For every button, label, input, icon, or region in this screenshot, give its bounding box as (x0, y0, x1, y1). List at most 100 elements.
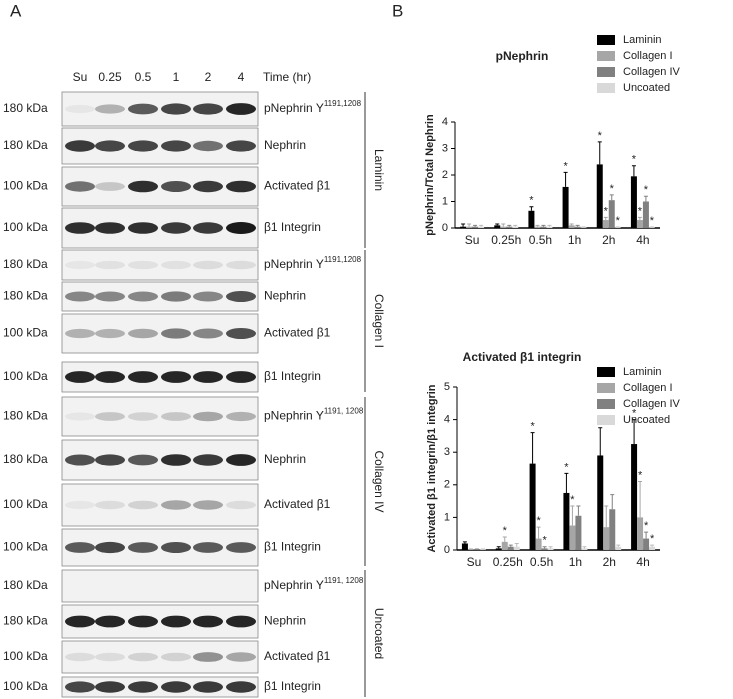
protein-name: β1 Integrin (264, 679, 321, 693)
x-tick-label: 1h (569, 555, 582, 569)
significance-marker: * (638, 205, 643, 217)
error-bar (501, 223, 506, 227)
kda-label: 180 kDa (3, 614, 48, 628)
error-bar (508, 544, 513, 547)
blot-band (65, 104, 95, 114)
bar (478, 226, 485, 228)
time-label: Time (hr) (263, 70, 311, 84)
blot-band (65, 222, 95, 234)
blot-band (193, 140, 223, 152)
group-label: Collagen I (372, 294, 386, 348)
error-bar (513, 224, 518, 227)
blot-band (128, 328, 158, 339)
blot-band (95, 541, 125, 554)
blot-band (161, 454, 191, 466)
error-bar (563, 171, 568, 187)
blot-band (226, 291, 256, 302)
protein-name: pNephrin Y (264, 409, 324, 423)
chart-title: Activated β1 integrin (463, 350, 582, 364)
legend-swatch (597, 367, 615, 377)
blot-box (61, 569, 259, 603)
protein-label: β1 Integrin (264, 679, 321, 693)
y-axis-label: pNephrin/Total Nephrin (424, 114, 436, 236)
protein-name: Nephrin (264, 289, 306, 303)
y-tick-label: 1 (442, 195, 448, 207)
bar (529, 463, 536, 550)
blot-band (65, 652, 95, 662)
blot-band (193, 222, 223, 234)
kda-label: 100 kDa (3, 649, 48, 663)
error-bar (632, 419, 637, 445)
blot-band (128, 180, 158, 193)
blot-band (65, 500, 95, 510)
bar (568, 225, 575, 228)
error-bar (467, 223, 472, 227)
bar (609, 509, 616, 550)
bar (513, 546, 520, 550)
blot-box (61, 396, 259, 437)
legend-swatch (597, 35, 615, 45)
blot-box (61, 91, 259, 127)
blot-band (65, 542, 95, 553)
blot-band (65, 260, 95, 270)
blot-band (95, 182, 125, 191)
protein-label: Activated β1 (264, 497, 331, 511)
bar (541, 548, 548, 550)
blot-band (65, 681, 95, 693)
bar (615, 546, 622, 550)
protein-name: Activated β1 (264, 649, 331, 663)
kda-label: 100 kDa (3, 220, 48, 234)
bar (501, 541, 508, 550)
protein-sup: 1191, 1208 (324, 576, 364, 585)
error-bar (582, 546, 587, 549)
blot-box (61, 439, 259, 481)
bar (547, 548, 554, 550)
protein-label: Nephrin (264, 452, 306, 466)
blot-band (95, 291, 125, 302)
error-bar (496, 546, 501, 549)
kda-label: 180 kDa (3, 289, 48, 303)
protein-name: pNephrin Y (264, 578, 324, 592)
lane-label: 0.5 (135, 70, 152, 84)
blot-band (128, 103, 158, 115)
error-bar (529, 206, 534, 211)
blot-band (193, 180, 223, 193)
significance-marker: * (650, 533, 655, 545)
blot-band (161, 500, 191, 510)
protein-label: Nephrin (264, 614, 306, 628)
blot-box (61, 313, 259, 354)
legend-label: Collagen IV (623, 398, 681, 410)
blot-band (161, 615, 191, 628)
blot-band (128, 140, 158, 152)
blot-band (128, 615, 158, 628)
error-bar (638, 481, 643, 518)
blot-band (161, 652, 191, 662)
blot-band (193, 500, 223, 510)
error-bar (548, 546, 553, 549)
protein-name: Nephrin (264, 614, 306, 628)
significance-marker: * (563, 160, 568, 172)
bar (630, 176, 637, 228)
y-tick-label: 1 (444, 511, 450, 523)
blot-band (128, 222, 158, 234)
blot-band (128, 454, 158, 466)
significance-marker: * (570, 494, 575, 506)
bar (643, 538, 650, 550)
significance-marker: * (632, 154, 637, 166)
error-bar (598, 427, 603, 456)
error-bar (570, 505, 575, 526)
significance-marker: * (598, 130, 603, 142)
protein-label: Nephrin (264, 289, 306, 303)
bar (460, 226, 467, 228)
x-tick-label: 4h (636, 555, 649, 569)
legend-label: Collagen I (623, 382, 673, 394)
error-bar (575, 224, 580, 227)
bar (603, 527, 610, 550)
blot-band (161, 412, 191, 421)
bar (534, 226, 541, 228)
blot-band (95, 615, 125, 628)
lane-label: 0.25 (98, 70, 122, 84)
kda-label: 100 kDa (3, 326, 48, 340)
significance-marker: * (644, 184, 649, 196)
protein-label: pNephrin Y1191, 1208 (264, 576, 364, 592)
